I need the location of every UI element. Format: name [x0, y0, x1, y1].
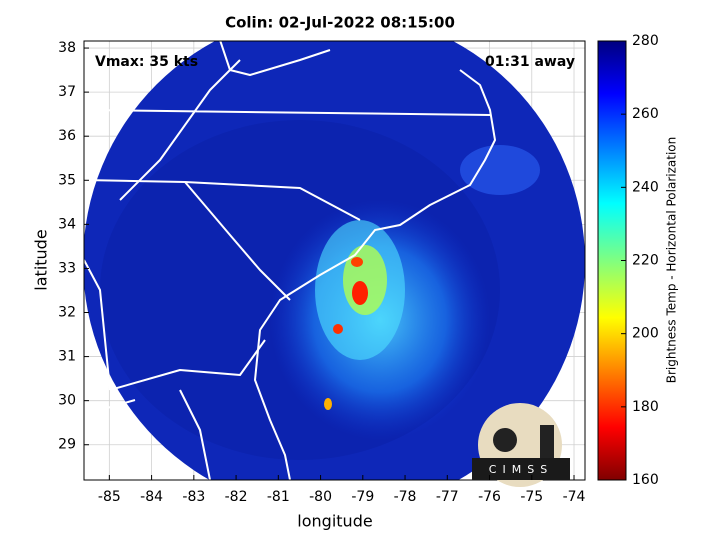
colorbar-tick-label: 160	[632, 472, 659, 488]
x-tick-label: -80	[309, 489, 332, 505]
annotation: Vmax: 35 kts	[95, 54, 198, 70]
logo: CIMSS	[472, 403, 570, 487]
y-tick-label: 35	[58, 172, 76, 188]
colorbar-tick-label: 280	[632, 33, 659, 49]
x-tick-label: -83	[182, 489, 205, 505]
y-tick-label: 36	[58, 128, 76, 144]
x-tick-label: -75	[520, 489, 543, 505]
colorbar-tick-label: 200	[632, 326, 659, 342]
x-axis-label: longitude	[297, 512, 372, 531]
plot-frame	[83, 40, 586, 481]
y-tick-label: 38	[58, 40, 76, 56]
x-tick-label: -76	[478, 489, 501, 505]
x-tick-label: -85	[98, 489, 121, 505]
y-tick-label: 34	[58, 216, 76, 232]
x-tick-label: -82	[225, 489, 248, 505]
chart-title: Colin: 02-Jul-2022 08:15:00	[225, 14, 455, 32]
y-tick-label: 32	[58, 305, 76, 321]
logo-text: CIMSS	[489, 463, 553, 476]
colorbar-tick-label: 220	[632, 253, 659, 269]
colorbar-label: Brightness Temp - Horizontal Polarizatio…	[665, 137, 679, 384]
colorbar-tick-label: 260	[632, 106, 659, 122]
satellite-swath	[84, 41, 585, 480]
x-tick-label: -81	[267, 489, 290, 505]
x-tick-label: -78	[394, 489, 417, 505]
x-tick-label: -74	[563, 489, 586, 505]
annotation: 01:31 away	[485, 54, 575, 70]
y-tick-label: 37	[58, 84, 76, 100]
x-tick-label: -79	[351, 489, 374, 505]
x-tick-label: -84	[140, 489, 163, 505]
y-tick-label: 30	[58, 393, 76, 409]
x-tick-label: -77	[436, 489, 459, 505]
y-tick-label: 29	[58, 437, 76, 453]
y-tick-label: 31	[58, 349, 76, 365]
colorbar-tick-label: 240	[632, 179, 659, 195]
colorbar-tick-label: 180	[632, 399, 659, 415]
y-axis-label: latitude	[32, 229, 51, 290]
y-tick-label: 33	[58, 260, 76, 276]
